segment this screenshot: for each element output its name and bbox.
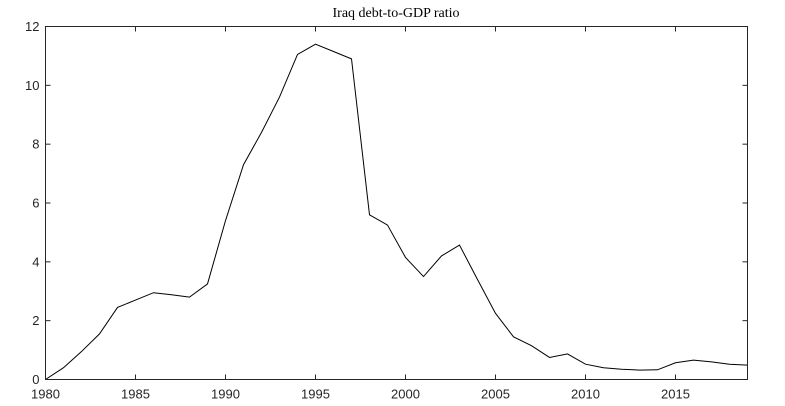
y-tick-label: 12 [25, 19, 39, 34]
y-tick-label: 0 [32, 372, 39, 387]
x-tick-label: 1995 [301, 387, 330, 402]
x-tick-label: 2010 [571, 387, 600, 402]
x-tick-label: 2015 [661, 387, 690, 402]
y-tick-label: 4 [32, 254, 39, 269]
x-tick-label: 2005 [481, 387, 510, 402]
x-tick-label: 2000 [391, 387, 420, 402]
plot-area-frame [45, 26, 748, 380]
x-tick-label: 1990 [211, 387, 240, 402]
x-tick-label: 1985 [121, 387, 150, 402]
y-tick-label: 8 [32, 137, 39, 152]
chart-title: Iraq debt-to-GDP ratio [333, 6, 460, 21]
y-tick-label: 6 [32, 196, 39, 211]
x-tick-label: 1980 [31, 387, 60, 402]
ticks-layer: 0 2 4 6 8 10 12 1980 1985 1990 1995 2000 2005 2010 201… [25, 19, 748, 402]
y-tick-label: 2 [32, 313, 39, 328]
series-line-iraq-debt-to-gdp [45, 43, 748, 380]
y-tick-label: 10 [25, 78, 39, 93]
